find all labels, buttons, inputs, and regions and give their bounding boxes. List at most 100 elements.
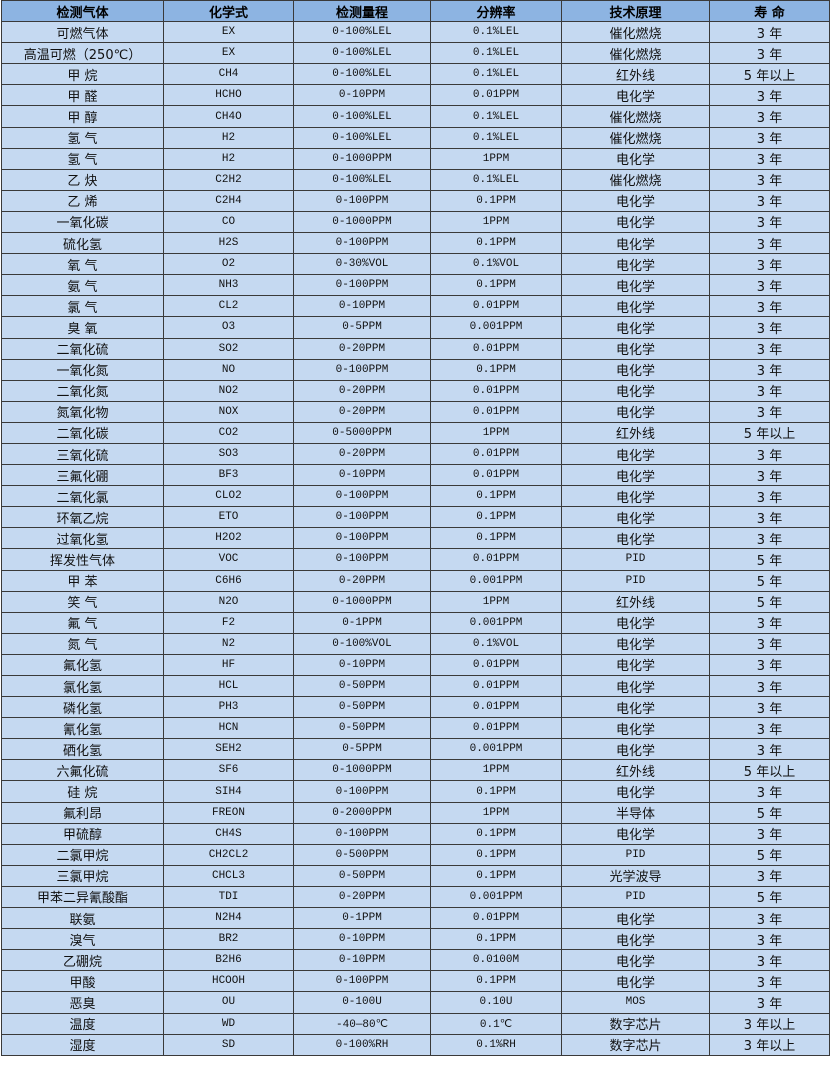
cell-formula: C2H2 (163, 168, 294, 191)
cell-resolution: 0.001PPM (430, 738, 562, 761)
cell-gas: 六氟化硫 (1, 759, 164, 782)
cell-gas: 湿度 (1, 1033, 164, 1056)
table-row: 一氧化氮 NO 0-100PPM 0.1PPM 电化学 3 年 (1, 358, 830, 381)
cell-lifespan: 3 年 (709, 295, 830, 318)
cell-principle: 电化学 (561, 400, 710, 423)
cell-principle: 电化学 (561, 210, 710, 234)
cell-formula: TDI (163, 885, 294, 909)
cell-formula: CLO2 (163, 485, 294, 508)
cell-lifespan: 5 年 (709, 801, 830, 824)
table-row: 氮 气 N2 0-100%VOL 0.1%VOL 电化学 3 年 (1, 632, 830, 655)
cell-principle: 红外线 (561, 590, 710, 613)
table-row: 三氟化硼 BF3 0-10PPM 0.01PPM 电化学 3 年 (1, 464, 830, 487)
table-row: 恶臭 OU 0-100U 0.10U MOS 3 年 (1, 991, 830, 1014)
cell-lifespan: 3 年 (709, 105, 830, 128)
cell-principle: MOS (561, 991, 710, 1014)
cell-resolution: 0.01PPM (430, 674, 562, 698)
cell-principle: 电化学 (561, 485, 710, 508)
cell-formula: NH3 (163, 274, 294, 297)
cell-range: 0-100PPM (293, 485, 431, 508)
cell-gas: 乙 烯 (1, 189, 164, 212)
cell-range: 0-100PPM (293, 506, 431, 529)
cell-principle: 电化学 (561, 316, 710, 339)
cell-lifespan: 3 年 (709, 42, 830, 65)
cell-range: 0-100%LEL (293, 63, 431, 86)
table-row: 可燃气体 EX 0-100%LEL 0.1%LEL 催化燃烧 3 年 (1, 21, 830, 44)
cell-range: 0-100U (293, 991, 431, 1014)
cell-gas: 溴气 (1, 928, 164, 951)
cell-principle: 电化学 (561, 970, 710, 993)
table-row: 氯 气 CL2 0-10PPM 0.01PPM 电化学 3 年 (1, 295, 830, 318)
cell-formula: C2H4 (163, 189, 294, 212)
cell-lifespan: 3 年 (709, 822, 830, 845)
cell-range: 0-100PPM (293, 274, 431, 297)
cell-resolution: 0.001PPM (430, 885, 562, 909)
gas-detector-spec-table: 检测气体 化学式 检测量程 分辨率 技术原理 寿 命 可燃气体 EX 0-100%L… (1, 0, 830, 1056)
cell-range: 0-100PPM (293, 527, 431, 550)
cell-lifespan: 3 年 (709, 485, 830, 508)
cell-formula: CO (163, 210, 294, 234)
cell-resolution: 0.1PPM (430, 274, 562, 297)
cell-formula: HF (163, 653, 294, 677)
cell-resolution: 0.01PPM (430, 84, 562, 107)
cell-range: 0-100%LEL (293, 42, 431, 65)
table-row: 甲苯二异氰酸酯 TDI 0-20PPM 0.001PPM PID 5 年 (1, 885, 830, 909)
cell-range: 0-10PPM (293, 464, 431, 487)
table-row: 溴气 BR2 0-10PPM 0.1PPM 电化学 3 年 (1, 928, 830, 951)
cell-range: 0-100%LEL (293, 105, 431, 128)
cell-lifespan: 3 年 (709, 168, 830, 191)
table-row: 氟利昂 FREON 0-2000PPM 1PPM 半导体 5 年 (1, 801, 830, 824)
cell-resolution: 0.001PPM (430, 316, 562, 339)
cell-gas: 恶臭 (1, 991, 164, 1014)
cell-gas: 氧 气 (1, 253, 164, 276)
cell-range: 0-20PPM (293, 569, 431, 592)
cell-range: 0-100PPM (293, 232, 431, 255)
table-row: 甲硫醇 CH4S 0-100PPM 0.1PPM 电化学 3 年 (1, 822, 830, 845)
cell-principle: 数字芯片 (561, 1012, 710, 1035)
cell-lifespan: 3 年 (709, 738, 830, 761)
cell-range: 0-100%LEL (293, 126, 431, 149)
table-row: 氨 气 NH3 0-100PPM 0.1PPM 电化学 3 年 (1, 274, 830, 297)
cell-lifespan: 3 年 (709, 84, 830, 107)
table-row: 笑 气 N2O 0-1000PPM 1PPM 红外线 5 年 (1, 590, 830, 613)
cell-resolution: 0.1%RH (430, 1033, 562, 1056)
cell-lifespan: 3 年 (709, 189, 830, 212)
cell-lifespan: 3 年 (709, 506, 830, 529)
cell-lifespan: 3 年 (709, 907, 830, 930)
cell-gas: 甲 苯 (1, 569, 164, 592)
cell-range: 0-10PPM (293, 653, 431, 677)
header-principle: 技术原理 (561, 0, 710, 23)
cell-gas: 硒化氢 (1, 738, 164, 761)
cell-formula: PH3 (163, 696, 294, 719)
cell-principle: 电化学 (561, 189, 710, 212)
cell-resolution: 0.01PPM (430, 295, 562, 318)
cell-principle: 电化学 (561, 274, 710, 297)
cell-formula: F2 (163, 611, 294, 634)
header-gas: 检测气体 (1, 0, 164, 23)
cell-lifespan: 3 年 (709, 147, 830, 170)
cell-principle: 催化燃烧 (561, 42, 710, 65)
cell-principle: 电化学 (561, 527, 710, 550)
cell-gas: 氢 气 (1, 147, 164, 170)
cell-resolution: 0.1PPM (430, 485, 562, 508)
cell-gas: 氯化氢 (1, 674, 164, 698)
cell-formula: EX (163, 21, 294, 44)
cell-principle: PID (561, 885, 710, 909)
cell-principle: PID (561, 548, 710, 571)
header-formula: 化学式 (163, 0, 294, 23)
cell-formula: O3 (163, 316, 294, 339)
cell-resolution: 0.1%LEL (430, 105, 562, 128)
cell-gas: 氢 气 (1, 126, 164, 149)
cell-principle: 红外线 (561, 421, 710, 444)
cell-formula: VOC (163, 548, 294, 571)
cell-range: 0-1PPM (293, 611, 431, 634)
cell-gas: 过氧化氢 (1, 527, 164, 550)
cell-gas: 甲苯二异氰酸酯 (1, 885, 164, 909)
table-header-row: 检测气体 化学式 检测量程 分辨率 技术原理 寿 命 (1, 0, 830, 23)
cell-range: 0-30%VOL (293, 253, 431, 276)
cell-gas: 一氧化碳 (1, 210, 164, 234)
cell-gas: 氮 气 (1, 632, 164, 655)
cell-lifespan: 3 年以上 (709, 1012, 830, 1035)
cell-lifespan: 5 年 (709, 569, 830, 592)
cell-gas: 三氯甲烷 (1, 864, 164, 887)
